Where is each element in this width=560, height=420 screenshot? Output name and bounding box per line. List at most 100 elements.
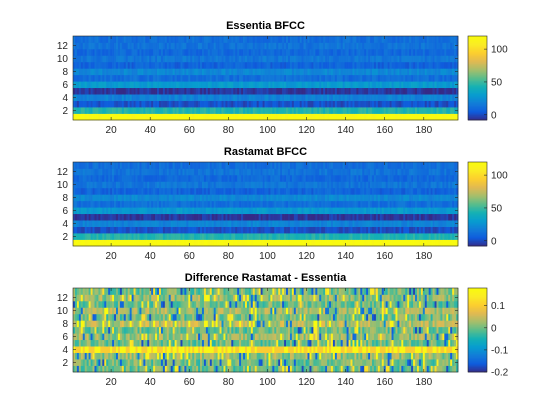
heatmap-cell [205,81,209,89]
heatmap-cell [372,36,375,43]
heatmap-cell [143,87,146,95]
heatmap-cell [106,94,109,101]
heatmap-cell [377,74,381,82]
heatmap-cell [291,239,295,247]
heatmap-cell [147,36,150,43]
heatmap-cell [145,42,148,50]
heatmap-cell [235,94,238,101]
heatmap-cell [254,74,258,82]
heatmap-cell [237,187,240,195]
heatmap-cell [432,207,435,215]
heatmap-cell [157,55,160,63]
heatmap-cell [321,213,324,221]
heatmap-cell [155,239,158,247]
heatmap-cell [403,48,406,56]
heatmap-cell [117,107,121,114]
heatmap-cell [286,48,289,56]
heatmap-cell [86,187,89,195]
heatmap-cell [416,100,420,108]
heatmap-cell [272,220,275,227]
heatmap-cell [430,81,433,89]
heatmap-cell [190,200,193,208]
heatmap-cell [409,107,412,114]
heatmap-cell [92,181,95,189]
heatmap-cell [227,168,230,176]
heatmap-cell [266,36,269,43]
heatmap-cell [104,174,107,182]
heatmap-cell [428,48,431,56]
heatmap-cell [403,113,406,121]
heatmap-cell [119,68,123,76]
heatmap-cell [375,233,379,240]
heatmap-cell [76,61,80,69]
heatmap-cell [301,107,304,114]
heatmap-cell [158,226,162,234]
heatmap-cell [225,207,228,215]
heatmap-cell [155,181,158,189]
heatmap-cell [170,226,174,234]
heatmap-cell [278,181,281,189]
heatmap-cell [434,74,437,82]
heatmap-cell [82,233,86,240]
heatmap-cell [244,55,248,63]
heatmap-cell [92,213,95,221]
heatmap-cell [385,81,388,89]
heatmap-cell [305,194,308,202]
heatmap-cell [389,226,392,234]
heatmap-cell [303,36,306,43]
heatmap-cell [104,213,107,221]
heatmap-cell [284,213,287,221]
heatmap-cell [80,187,84,195]
heatmap-cell [143,107,146,114]
heatmap-cell [362,213,365,221]
heatmap-cell [405,113,408,121]
heatmap-cell [307,181,310,189]
heatmap-cell [360,181,363,189]
heatmap-cell [145,194,148,202]
heatmap-cell [413,107,416,114]
heatmap-cell [340,87,344,95]
heatmap-cell [153,213,156,221]
heatmap-cell [282,187,285,195]
heatmap-cell [432,87,435,95]
heatmap-cell [84,94,88,101]
heatmap-cell [309,87,312,95]
heatmap-cell [393,36,396,43]
heatmap-cell [235,194,238,202]
heatmap-cell [413,48,416,56]
heatmap-cell [198,181,201,189]
heatmap-cell [282,42,285,50]
heatmap-cell [184,107,187,114]
heatmap-cell [164,68,168,76]
heatmap-cell [192,187,195,195]
heatmap-cell [135,220,138,227]
heatmap-cell [299,87,302,95]
heatmap-cell [153,68,156,76]
heatmap-cell [411,200,414,208]
heatmap-cell [329,187,332,195]
heatmap-cell [430,107,433,114]
heatmap-cell [411,61,414,69]
heatmap-cell [336,200,340,208]
heatmap-cell [166,213,170,221]
heatmap-cell [158,207,162,215]
heatmap-cell [450,100,453,108]
heatmap-cell [104,36,107,43]
heatmap-cell [452,220,455,227]
heatmap-cell [190,42,193,50]
heatmap-cell [319,94,322,101]
heatmap-cell [387,68,390,76]
heatmap-cell [84,74,88,82]
heatmap-cell [102,194,105,202]
heatmap-cell [301,226,304,234]
heatmap-cell [196,36,199,43]
heatmap-cell [330,168,334,176]
heatmap-cell [260,239,263,247]
heatmap-cell [456,87,459,95]
heatmap-cell [178,233,181,240]
heatmap-cell [409,87,412,95]
heatmap-cell [141,42,144,50]
heatmap-cell [321,94,324,101]
heatmap-cell [74,207,78,215]
heatmap-cell [223,81,226,89]
